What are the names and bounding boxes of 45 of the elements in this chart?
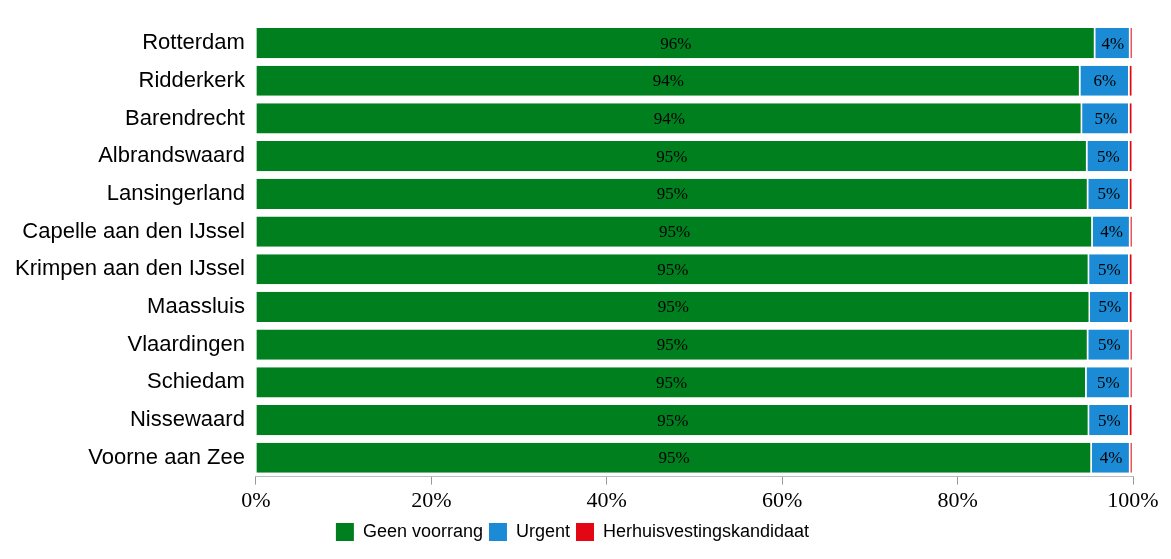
y-tick-label: Krimpen aan den IJssel <box>15 255 245 281</box>
y-tick-label: Ridderkerk <box>138 66 246 92</box>
y-tick-label: Capelle aan den IJssel <box>22 217 245 243</box>
y-tick-label: Rotterdam <box>142 29 245 55</box>
data-label: 5% <box>1097 335 1121 355</box>
legend-label: Urgent <box>515 520 570 541</box>
data-label: 4% <box>1101 33 1125 53</box>
x-tick-label: 20% <box>411 486 452 512</box>
data-label: 5% <box>1094 108 1118 128</box>
x-tick-label: 40% <box>586 486 627 512</box>
data-label: 95% <box>656 184 688 204</box>
data-label: 4% <box>1099 448 1123 468</box>
data-label: 95% <box>658 448 690 468</box>
y-tick-label: Albrandswaard <box>98 142 245 168</box>
data-label: 5% <box>1097 184 1121 204</box>
data-label: 96% <box>660 33 692 53</box>
y-tick-label: Voorne aan Zee <box>88 443 245 469</box>
data-label: 5% <box>1097 372 1120 392</box>
y-tick-label: Schiedam <box>147 368 245 394</box>
data-label: 95% <box>657 410 689 430</box>
legend-label: Herhuisvestingskandidaat <box>602 520 810 541</box>
data-label: 5% <box>1098 297 1122 317</box>
data-label: 95% <box>657 297 689 317</box>
legend-label: Geen voorrang <box>362 520 483 541</box>
y-tick-label: Maassluis <box>147 293 245 319</box>
data-label: 95% <box>656 146 688 166</box>
y-tick-label: Barendrecht <box>125 104 245 130</box>
y-tick-label: Nissewaard <box>129 406 245 432</box>
y-tick-label: Lansingerland <box>106 179 245 205</box>
x-tick-label: 60% <box>762 486 803 512</box>
x-tick-label: 80% <box>937 486 978 512</box>
data-label: 5% <box>1097 146 1120 166</box>
data-label: 6% <box>1093 71 1117 91</box>
data-label: 95% <box>655 372 688 392</box>
data-label: 95% <box>658 222 691 242</box>
data-label: 95% <box>656 335 688 355</box>
data-label: 5% <box>1097 410 1121 430</box>
x-tick-label: 0% <box>241 486 271 512</box>
data-label: 4% <box>1100 222 1123 242</box>
data-label: 5% <box>1097 259 1121 279</box>
data-label: 95% <box>657 259 689 279</box>
data-label: 94% <box>652 71 684 91</box>
y-tick-label: Vlaardingen <box>127 330 245 356</box>
x-tick-label: 100% <box>1107 486 1159 512</box>
data-label: 94% <box>653 108 685 128</box>
